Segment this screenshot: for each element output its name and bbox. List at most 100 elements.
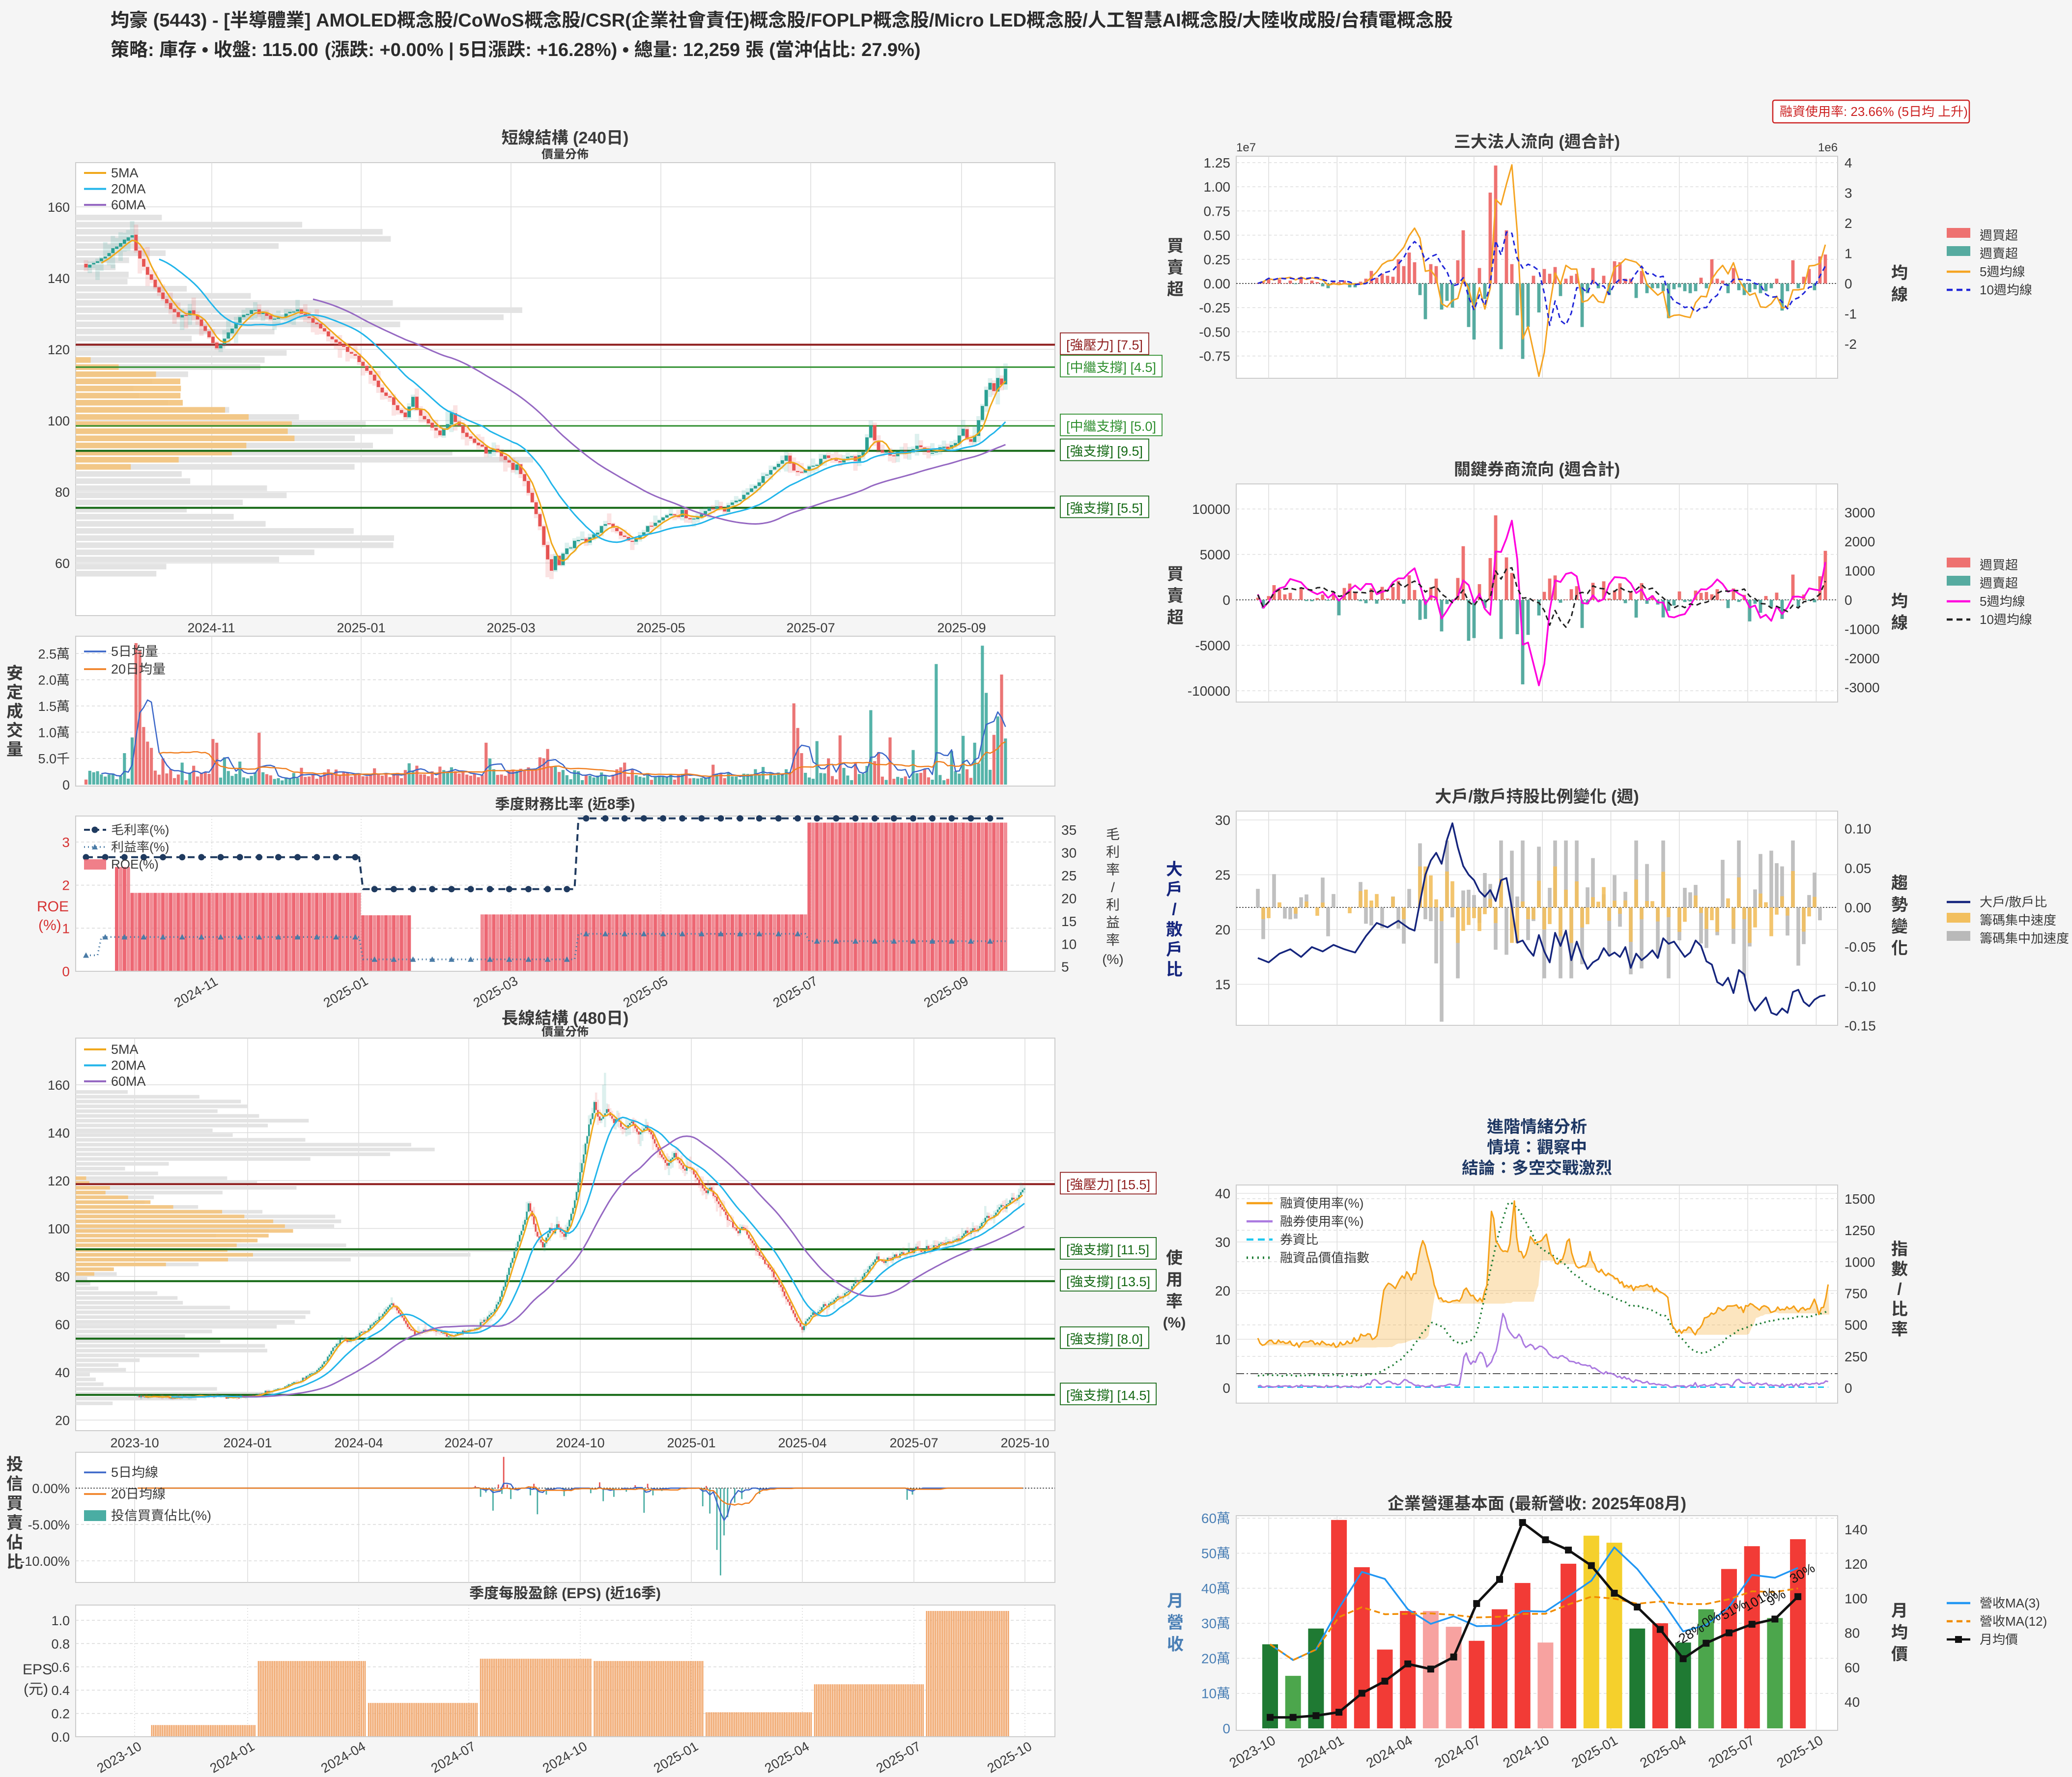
svg-text:0.2: 0.2 (52, 1707, 70, 1721)
svg-text:60: 60 (1201, 1511, 1217, 1526)
svg-text:30: 30 (1215, 813, 1230, 828)
svg-text:140: 140 (48, 1126, 70, 1141)
svg-text:35: 35 (1061, 822, 1077, 838)
svg-text:/: / (1172, 901, 1177, 919)
svg-text:/: / (1111, 880, 1115, 895)
svg-text:]: ] (1110, 1274, 1114, 1289)
svg-text::: : (850, 40, 856, 60)
svg-text:250: 250 (1845, 1349, 1868, 1364)
svg-text:2025-05: 2025-05 (637, 621, 685, 635)
svg-text::: : (525, 40, 532, 60)
svg-text:20: 20 (1201, 1651, 1217, 1666)
svg-text:ROE(%): ROE(%) (111, 857, 159, 872)
svg-text:27.9%): 27.9%) (861, 40, 920, 60)
svg-text:160: 160 (48, 200, 70, 215)
svg-text:30: 30 (1215, 1235, 1230, 1250)
svg-text:-2000: -2000 (1845, 651, 1880, 666)
svg-text:(: ( (769, 40, 775, 60)
svg-text:/FOPLP: /FOPLP (805, 10, 873, 31)
svg-text:2025-10: 2025-10 (1001, 1436, 1050, 1450)
svg-text:0.00: 0.00 (1845, 900, 1872, 915)
svg-text:): ) (43, 1681, 48, 1697)
svg-text:100: 100 (1845, 1591, 1868, 1606)
svg-text:-5000: -5000 (1195, 638, 1230, 653)
svg-text:]: ] (1110, 1388, 1114, 1403)
svg-text:0.6: 0.6 (52, 1660, 70, 1675)
svg-text:0.50: 0.50 (1204, 228, 1231, 243)
svg-text:5: 5 (1980, 594, 1987, 609)
svg-text:/: / (1237, 10, 1243, 31)
svg-text:3000: 3000 (1845, 505, 1875, 520)
svg-text:0: 0 (62, 964, 70, 979)
svg-text:/CoWoS: /CoWoS (453, 10, 524, 31)
svg-text:EPS: EPS (23, 1662, 52, 1678)
svg-text:-1: -1 (1845, 307, 1857, 322)
svg-text:100: 100 (48, 1222, 70, 1237)
svg-text:]: ] (1110, 338, 1114, 353)
svg-text:80: 80 (55, 1269, 70, 1284)
svg-text:AI: AI (1163, 10, 1181, 31)
svg-text:(: ( (1509, 1495, 1515, 1513)
svg-text:-0.05: -0.05 (1845, 939, 1876, 955)
svg-text:(: ( (1559, 133, 1564, 151)
svg-text:[: [ (1066, 1242, 1070, 1257)
svg-text:]: ] (305, 10, 311, 31)
svg-text:(%): (%) (1102, 952, 1124, 967)
svg-text:): ) (623, 1009, 628, 1028)
svg-text:5: 5 (111, 1465, 118, 1480)
svg-text:20: 20 (1061, 891, 1077, 906)
svg-text:2: 2 (62, 878, 70, 893)
svg-text:1: 1 (1845, 246, 1852, 261)
svg-text:10000: 10000 (1192, 502, 1230, 517)
svg-text:2025-07: 2025-07 (787, 621, 835, 635)
svg-text:): ) (1633, 788, 1639, 806)
svg-text:1.25: 1.25 (1204, 155, 1231, 170)
svg-text:(EPS): (EPS) (562, 1585, 601, 1602)
svg-text:2025-03: 2025-03 (487, 621, 536, 635)
svg-text:/: / (1897, 1280, 1902, 1299)
svg-text:[7.5]: [7.5] (1117, 338, 1143, 353)
svg-text:(%): (%) (191, 1508, 211, 1523)
svg-text:16: 16 (625, 1585, 641, 1602)
svg-text:20: 20 (111, 662, 126, 677)
svg-text:5: 5 (1061, 959, 1069, 975)
svg-text:[: [ (1066, 338, 1070, 353)
svg-text::: : (251, 40, 257, 60)
svg-text:0.25: 0.25 (1204, 252, 1231, 267)
svg-text:10: 10 (1215, 1332, 1230, 1347)
svg-text:]: ] (1110, 444, 1114, 459)
svg-text:): ) (743, 10, 750, 31)
svg-text:): ) (630, 796, 635, 813)
svg-text:1e7: 1e7 (1236, 141, 1256, 154)
svg-text:5000: 5000 (1200, 547, 1230, 563)
svg-text:2025-04: 2025-04 (778, 1436, 827, 1450)
svg-text:-0.25: -0.25 (1199, 300, 1230, 315)
svg-text:2024-11: 2024-11 (188, 621, 235, 635)
svg-text:5.0: 5.0 (38, 752, 57, 766)
svg-text:[14.5]: [14.5] (1117, 1388, 1151, 1403)
svg-text:3: 3 (1845, 186, 1852, 201)
svg-text:20: 20 (1215, 1283, 1230, 1298)
svg-text:20MA: 20MA (111, 1058, 146, 1073)
svg-text:(: ( (1611, 788, 1617, 806)
svg-text:2000: 2000 (1845, 534, 1875, 549)
svg-text:(480: (480 (573, 1009, 606, 1028)
svg-text:[: [ (1066, 360, 1070, 375)
svg-text:|: | (449, 40, 454, 60)
svg-text:(%): (%) (1163, 1315, 1186, 1331)
svg-text:]: ] (1110, 1242, 1114, 1257)
svg-text:]: ] (1110, 501, 1114, 516)
svg-text:[9.5]: [9.5] (1117, 444, 1143, 459)
svg-text:0.00%: 0.00% (32, 1481, 70, 1496)
svg-text:0.75: 0.75 (1204, 203, 1231, 219)
svg-text:ROE: ROE (37, 899, 69, 915)
svg-text:-0.15: -0.15 (1845, 1018, 1876, 1034)
svg-text:-2: -2 (1845, 337, 1857, 352)
svg-text:120: 120 (1845, 1556, 1868, 1572)
svg-text:MA(3): MA(3) (2005, 1596, 2040, 1610)
svg-text:(240: (240 (573, 129, 606, 147)
svg-text:10: 10 (1061, 936, 1077, 952)
svg-text:40: 40 (55, 1365, 70, 1380)
svg-text:60: 60 (1845, 1660, 1860, 1675)
svg-text:60: 60 (55, 1318, 70, 1332)
